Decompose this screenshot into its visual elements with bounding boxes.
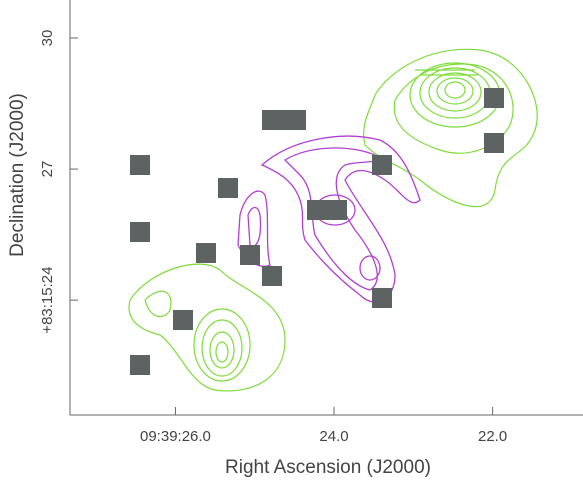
y-axis-label: Declination (J2000) [7,93,28,257]
markers [130,88,504,375]
x-tick-label: 22.0 [478,428,507,445]
contours [128,48,538,392]
y-tick-label: +83:15:24 [39,267,56,334]
x-axis-label: Right Ascension (J2000) [225,457,431,478]
x-tick-label: 09:39:26.0 [140,428,211,445]
y-tick-label: 27 [39,161,56,178]
y-tick-label: 30 [39,30,56,47]
x-tick-label: 24.0 [319,428,348,445]
